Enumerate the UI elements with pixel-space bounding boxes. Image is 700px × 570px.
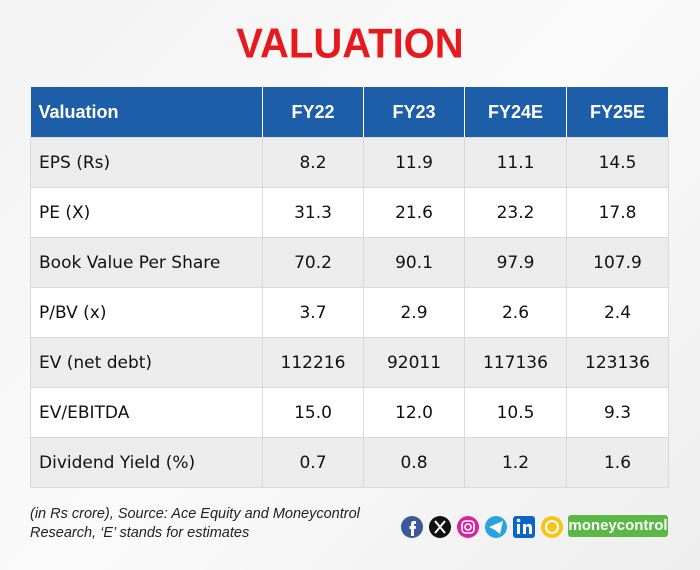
- header-cell: FY22: [262, 87, 364, 138]
- title: VALUATION: [236, 20, 464, 68]
- header-cell: FY24E: [464, 87, 567, 138]
- facebook-glyph: [409, 521, 416, 536]
- row-label: P/BV (x): [30, 287, 263, 338]
- coin-icon[interactable]: [541, 516, 563, 538]
- social-icons: [401, 516, 563, 538]
- table-row: PE (X) 31.3 21.6 23.2 17.8: [30, 187, 669, 238]
- header-cell: Valuation: [30, 87, 263, 138]
- source-line: Research, ‘E’ stands for estimates: [30, 525, 250, 541]
- table-cell: 23.2: [464, 187, 567, 238]
- row-label: Book Value Per Share: [30, 237, 263, 288]
- table-cell: 92011: [363, 337, 465, 388]
- header-cell: FY25E: [566, 87, 669, 138]
- table-cell: 10.5: [464, 387, 567, 438]
- table-cell: 12.0: [363, 387, 465, 438]
- table-cell: 97.9: [464, 237, 567, 288]
- table-cell: 1.2: [464, 437, 567, 488]
- linkedin-glyph: [516, 518, 521, 523]
- table-row: Dividend Yield (%) 0.7 0.8 1.2 1.6: [30, 437, 669, 488]
- table-row: EPS (Rs) 8.2 11.9 11.1 14.5: [30, 137, 669, 188]
- table-cell: 2.9: [363, 287, 465, 338]
- row-label: EV (net debt): [30, 337, 263, 388]
- source-note: (in Rs crore), Source: Ace Equity and Mo…: [30, 505, 360, 543]
- telegram-glyph: [489, 521, 503, 534]
- table-row: P/BV (x) 3.7 2.9 2.6 2.4: [30, 287, 669, 338]
- table-cell: 1.6: [566, 437, 669, 488]
- table-cell: 90.1: [363, 237, 465, 288]
- row-label: Dividend Yield (%): [30, 437, 263, 488]
- row-label: EV/EBITDA: [30, 387, 263, 438]
- table-cell: 107.9: [566, 237, 669, 288]
- coin-glyph: [545, 520, 559, 534]
- table-cell: 17.8: [566, 187, 669, 238]
- x-glyph: [434, 520, 446, 534]
- table-cell: 15.0: [262, 387, 364, 438]
- table-cell: 117136: [464, 337, 567, 388]
- header-row: Valuation FY22 FY23 FY24E FY25E: [30, 87, 669, 138]
- table-cell: 31.3: [262, 187, 364, 238]
- table-cell: 0.8: [363, 437, 465, 488]
- linkedin-glyph: [517, 524, 520, 534]
- table-cell: 11.1: [464, 137, 567, 188]
- table-cell: 14.5: [566, 137, 669, 188]
- brand-logo[interactable]: moneycontrol: [568, 515, 668, 537]
- instagram-glyph: [461, 520, 475, 534]
- table-cell: 0.7: [262, 437, 364, 488]
- table-cell: 2.6: [464, 287, 567, 338]
- table-cell: 11.9: [363, 137, 465, 188]
- table-cell: 70.2: [262, 237, 364, 288]
- table-row: Book Value Per Share 70.2 90.1 97.9 107.9: [30, 237, 669, 288]
- table-cell: 21.6: [363, 187, 465, 238]
- instagram-glyph: [464, 523, 472, 531]
- table-cell: 3.7: [262, 287, 364, 338]
- table-cell: 8.2: [262, 137, 364, 188]
- valuation-table: Valuation FY22 FY23 FY24E FY25E EPS (Rs) 8.2 1…: [30, 87, 669, 488]
- table-cell: 9.3: [566, 387, 669, 438]
- table-cell: 123136: [566, 337, 669, 388]
- row-label: EPS (Rs): [30, 137, 263, 188]
- linkedin-glyph: [523, 523, 532, 534]
- table-row: EV (net debt) 112216 92011 117136 123136: [30, 337, 669, 388]
- table-cell: 112216: [262, 337, 364, 388]
- instagram-icon[interactable]: [457, 516, 479, 538]
- table-row: EV/EBITDA 15.0 12.0 10.5 9.3: [30, 387, 669, 438]
- source-line: (in Rs crore), Source: Ace Equity and Mo…: [30, 506, 360, 522]
- header-cell: FY23: [363, 87, 465, 138]
- table-cell: 2.4: [566, 287, 669, 338]
- row-label: PE (X): [30, 187, 263, 238]
